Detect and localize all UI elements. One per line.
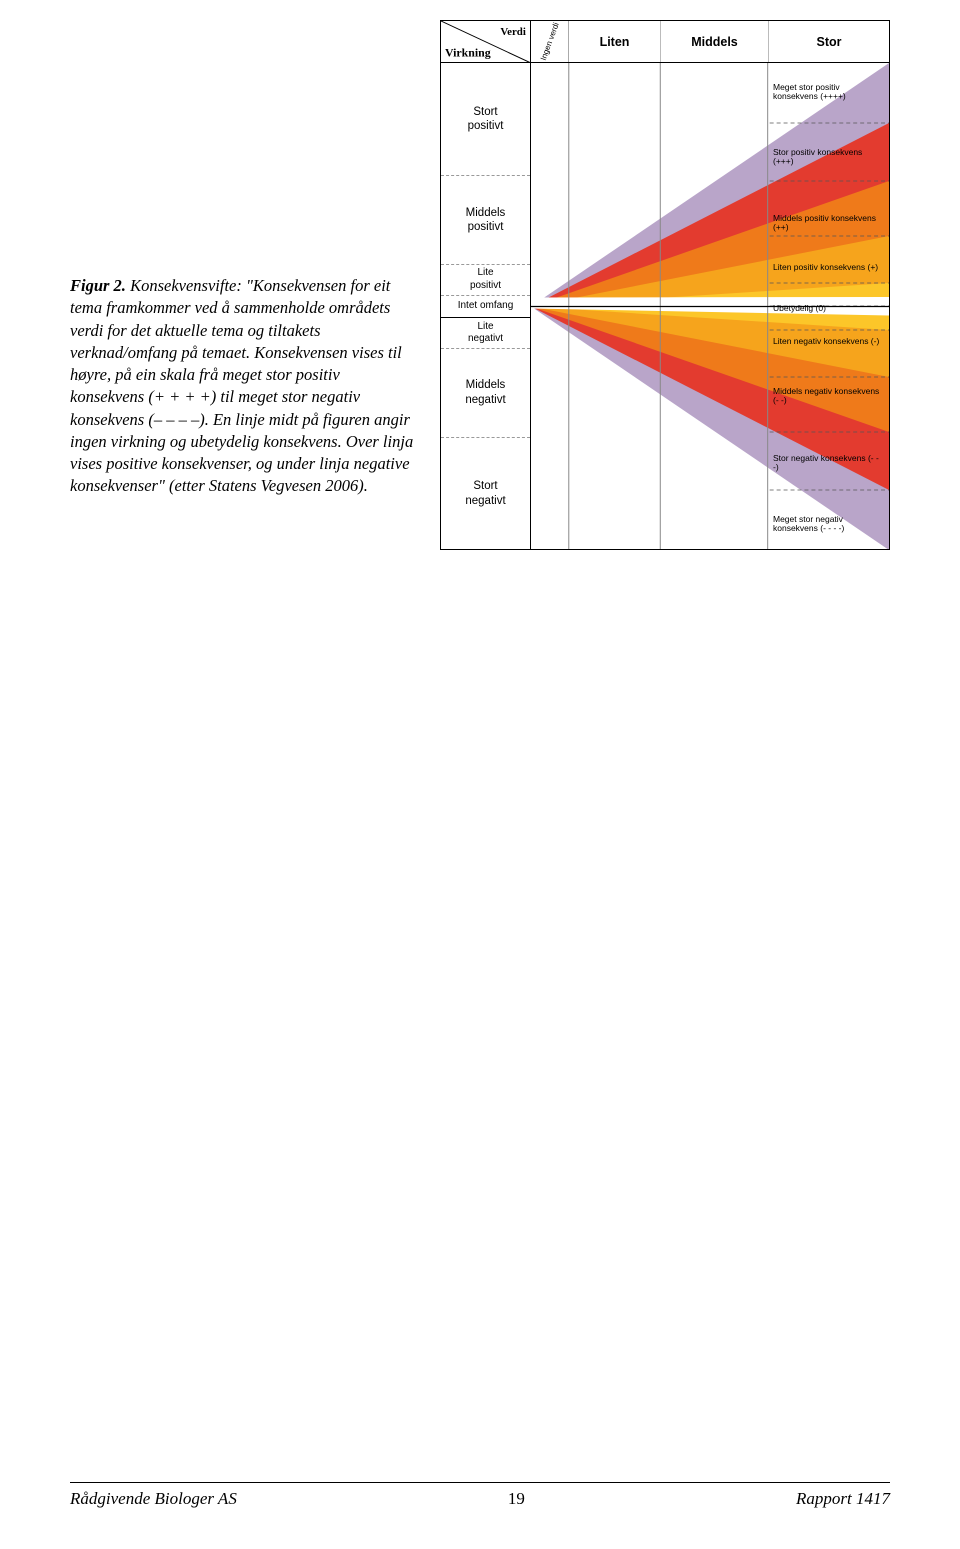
row-middels-pos: Middelspositivt	[441, 176, 530, 265]
consequence-label: Stor negativ konsekvens (- - -)	[773, 454, 885, 473]
consequence-fan-diagram: Verdi Virkning Ingen verdi Liten Middels…	[440, 20, 890, 550]
row-stort-pos: Stortpositivt	[441, 63, 530, 176]
figure-caption: Figur 2. Konsekvensvifte: "Konsekvensen …	[70, 20, 418, 498]
consequence-label: Stor positiv konsekvens (+++)	[773, 148, 885, 167]
col-middels: Middels	[661, 21, 769, 62]
row-stort-neg: Stortnegativt	[441, 438, 530, 550]
fan-chart: Meget stor positiv konsekvens (++++) Stor…	[531, 63, 889, 550]
consequence-label: Ubetydelig (0)	[773, 304, 885, 313]
row-lite-pos: Litepositivt	[441, 265, 530, 295]
caption-text: Konsekvensvifte: "Konsekvensen for eit t…	[70, 276, 413, 495]
row-intet: Intet omfang	[441, 296, 530, 319]
axis-corner: Verdi Virkning	[441, 21, 531, 62]
footer-left: Rådgivende Biologer AS	[70, 1489, 237, 1509]
axis-y-label: Virkning	[445, 46, 491, 60]
row-labels: Stortpositivt Middelspositivt Litepositi…	[441, 63, 531, 550]
consequence-label: Middels positiv konsekvens (++)	[773, 214, 885, 233]
footer-page: 19	[508, 1489, 525, 1509]
col-stor: Stor	[769, 21, 889, 62]
col-ingen: Ingen verdi	[531, 21, 569, 62]
consequence-label: Liten positiv konsekvens (+)	[773, 263, 885, 272]
row-lite-neg: Litenegativt	[441, 318, 530, 348]
consequence-label: Meget stor positiv konsekvens (++++)	[773, 83, 885, 102]
col-liten: Liten	[569, 21, 661, 62]
consequence-label: Liten negativ konsekvens (-)	[773, 337, 885, 346]
footer-right: Rapport 1417	[796, 1489, 890, 1509]
diagram-header: Verdi Virkning Ingen verdi Liten Middels…	[441, 21, 889, 63]
axis-x-label: Verdi	[500, 26, 526, 38]
consequence-label: Middels negativ konsekvens (- -)	[773, 387, 885, 406]
row-middels-neg: Middelsnegativt	[441, 349, 530, 438]
consequence-label: Meget stor negativ konsekvens (- - - -)	[773, 515, 885, 534]
page-footer: Rådgivende Biologer AS 19 Rapport 1417	[70, 1482, 890, 1509]
caption-label: Figur 2.	[70, 276, 126, 295]
